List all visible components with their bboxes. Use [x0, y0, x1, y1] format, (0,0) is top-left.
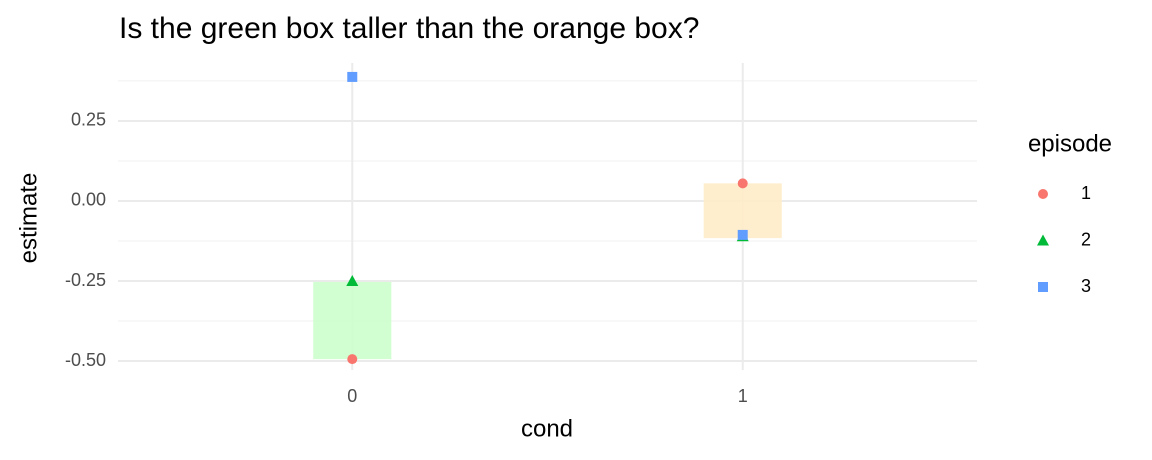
y-tick-label: -0.25: [65, 270, 106, 290]
legend-label: 2: [1081, 229, 1091, 249]
y-tick-label: 0.00: [71, 190, 106, 210]
legend-title: episode: [1028, 130, 1112, 157]
legend-label: 1: [1081, 183, 1091, 203]
x-tick-label: 1: [738, 386, 748, 406]
x-axis-label: cond: [521, 415, 573, 442]
legend-key: [1038, 282, 1048, 292]
point: [737, 229, 748, 240]
x-tick-label: 0: [347, 386, 357, 406]
box: [703, 183, 782, 239]
chart-title: Is the green box taller than the orange …: [119, 12, 699, 45]
legend-label: 3: [1081, 276, 1091, 296]
point: [346, 275, 359, 287]
legend-key: [1037, 234, 1049, 246]
y-axis-label: estimate: [15, 173, 42, 264]
point: [347, 71, 358, 82]
point: [737, 178, 748, 189]
box: [313, 281, 392, 360]
y-tick-label: 0.25: [71, 110, 106, 130]
y-tick-label: -0.50: [65, 350, 106, 370]
legend-key: [1038, 189, 1048, 199]
point: [347, 354, 358, 365]
